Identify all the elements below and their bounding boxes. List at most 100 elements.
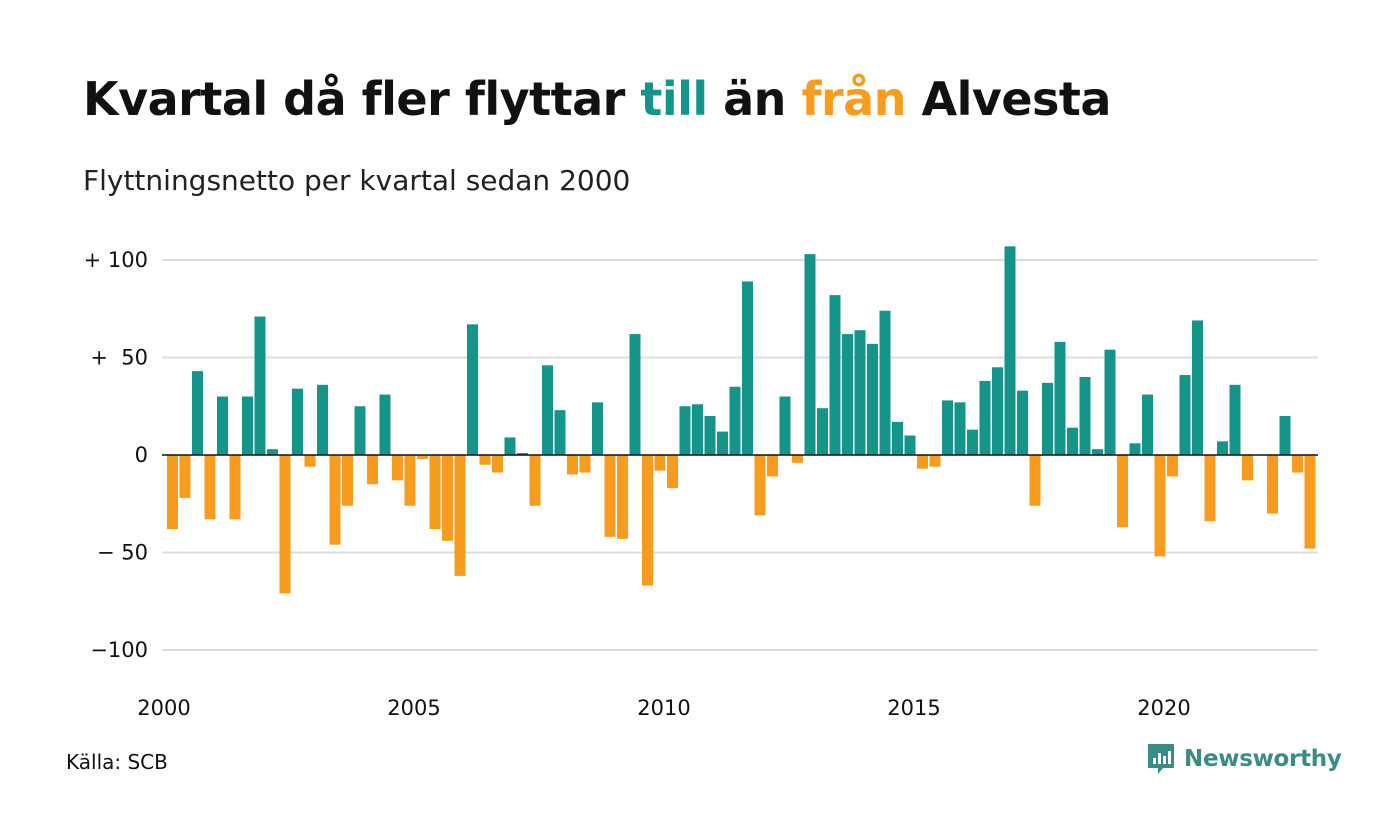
bar — [317, 384, 328, 455]
bar — [1079, 377, 1091, 455]
bar — [729, 386, 741, 455]
bar — [604, 455, 616, 537]
bar — [1017, 390, 1028, 455]
bar — [504, 437, 516, 455]
bar — [1217, 441, 1228, 455]
chart-title: Kvartal då fler flyttar till än från Alv… — [83, 72, 1111, 126]
bar — [679, 406, 691, 455]
bar — [854, 330, 866, 455]
bars — [167, 246, 1316, 594]
bar — [742, 281, 753, 455]
bar — [542, 365, 553, 455]
bar — [304, 455, 316, 467]
source-note: Källa: SCB — [66, 750, 168, 774]
title-part-3: än — [707, 72, 802, 126]
bar — [829, 295, 841, 455]
bar — [229, 455, 241, 520]
bar — [417, 455, 428, 459]
bar — [667, 455, 678, 489]
bar — [979, 380, 991, 455]
bar — [717, 431, 728, 455]
title-word-fran: från — [801, 72, 906, 126]
bar — [1154, 455, 1166, 557]
bar — [329, 455, 341, 545]
bar — [267, 449, 278, 455]
bar — [967, 429, 978, 455]
bar — [904, 435, 916, 455]
y-tick-label: + 100 — [84, 248, 148, 272]
gridlines — [162, 259, 1318, 651]
bar — [1204, 455, 1216, 522]
x-tick-label: 2015 — [887, 696, 940, 720]
bar — [1192, 320, 1203, 455]
x-tick-label: 2020 — [1137, 696, 1190, 720]
bar — [804, 254, 816, 455]
title-word-till: till — [640, 72, 708, 126]
y-axis-ticks: + 100 + 50 0 − 50 −100 — [84, 248, 148, 662]
bar — [1042, 382, 1053, 455]
bar — [179, 455, 191, 498]
bar — [792, 455, 803, 463]
bar — [929, 455, 941, 467]
bar — [867, 343, 878, 455]
bar — [692, 404, 703, 455]
bar — [217, 396, 228, 455]
bar — [779, 396, 791, 455]
brand-logo: Newsworthy — [1146, 742, 1342, 776]
bar — [579, 455, 591, 473]
bar — [479, 455, 491, 465]
y-tick-label: 0 — [135, 443, 148, 467]
bar — [1242, 455, 1253, 481]
bar — [1129, 443, 1141, 455]
bar — [754, 455, 766, 516]
x-tick-label: 2010 — [637, 696, 690, 720]
bar — [954, 402, 966, 455]
bar — [767, 455, 778, 477]
bar — [404, 455, 416, 506]
bar — [1029, 455, 1041, 506]
bar — [454, 455, 466, 576]
bar — [1279, 416, 1291, 455]
bar — [192, 371, 203, 455]
title-part-5: Alvesta — [905, 72, 1111, 126]
bar — [567, 455, 578, 475]
bar — [379, 394, 391, 455]
bar — [529, 455, 541, 506]
bar — [879, 310, 891, 455]
chart-subtitle: Flyttningsnetto per kvartal sedan 2000 — [83, 164, 631, 197]
bar — [467, 324, 478, 455]
bar — [279, 455, 291, 594]
bar — [429, 455, 441, 530]
bar — [629, 334, 641, 455]
bar — [892, 421, 903, 455]
bar — [517, 453, 528, 455]
x-tick-label: 2000 — [137, 696, 190, 720]
bar — [1167, 455, 1178, 477]
title-part-1: Kvartal då fler flyttar — [83, 72, 641, 126]
bar — [1292, 455, 1303, 473]
bar — [992, 367, 1003, 455]
bar — [1054, 341, 1066, 455]
bar — [1142, 394, 1153, 455]
bar — [654, 455, 666, 471]
bar — [1229, 384, 1241, 455]
bar — [242, 396, 253, 455]
newsworthy-logo-icon — [1148, 744, 1174, 774]
y-tick-label: − 50 — [97, 541, 148, 565]
bar — [492, 455, 503, 473]
bar-chart: + 100 + 50 0 − 50 −100 2000 2005 2010 2015 2020 — [84, 246, 1318, 720]
bar — [642, 455, 653, 586]
bar — [392, 455, 403, 481]
bar — [1104, 349, 1116, 455]
bar — [254, 316, 266, 455]
bar — [1004, 246, 1016, 455]
bar — [442, 455, 453, 541]
bar — [942, 400, 953, 455]
bar — [1304, 455, 1316, 549]
bar — [204, 455, 216, 520]
y-tick-label: −100 — [90, 638, 148, 662]
bar — [554, 410, 566, 455]
bar — [704, 416, 716, 455]
bar — [917, 455, 928, 469]
bar — [592, 402, 603, 455]
